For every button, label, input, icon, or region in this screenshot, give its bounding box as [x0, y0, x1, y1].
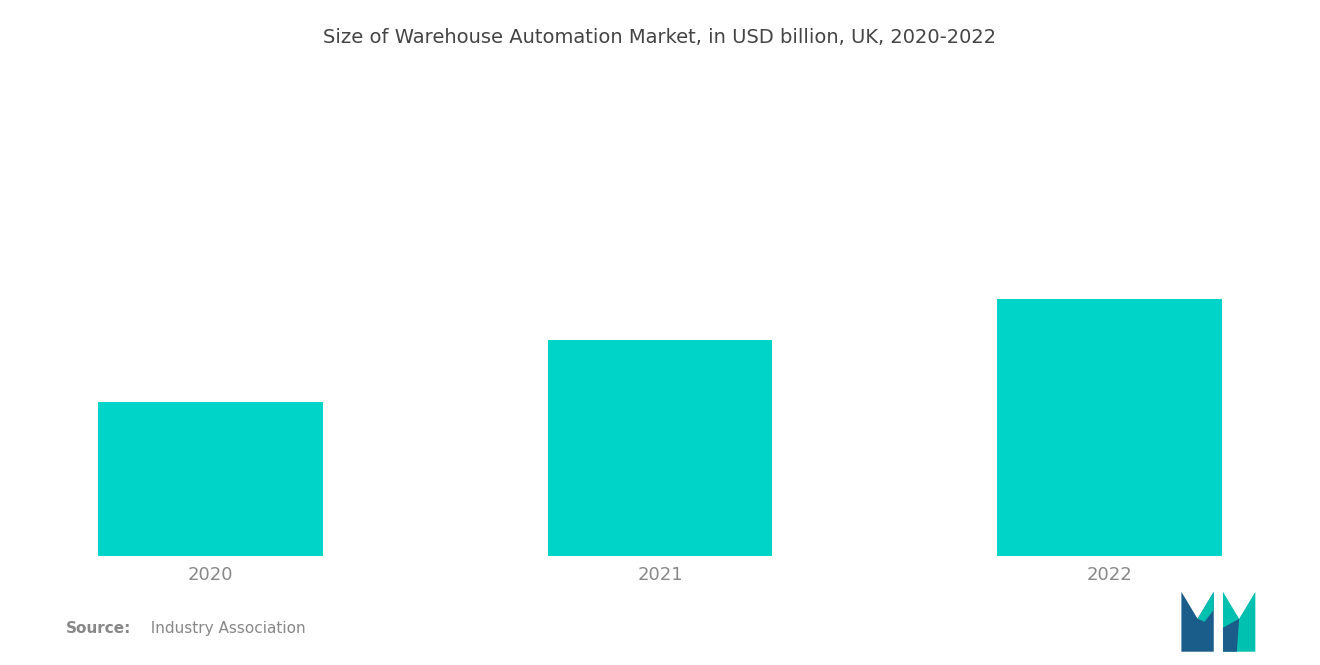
Polygon shape: [1197, 592, 1214, 622]
Bar: [548, 340, 772, 556]
Title: Size of Warehouse Automation Market, in USD billion, UK, 2020-2022: Size of Warehouse Automation Market, in …: [323, 29, 997, 47]
Bar: [998, 299, 1222, 556]
Text: Source:: Source:: [66, 621, 132, 636]
Bar: [98, 402, 322, 556]
Text: Industry Association: Industry Association: [141, 621, 306, 636]
Polygon shape: [1222, 618, 1239, 652]
Polygon shape: [1181, 592, 1214, 652]
Polygon shape: [1222, 592, 1255, 652]
